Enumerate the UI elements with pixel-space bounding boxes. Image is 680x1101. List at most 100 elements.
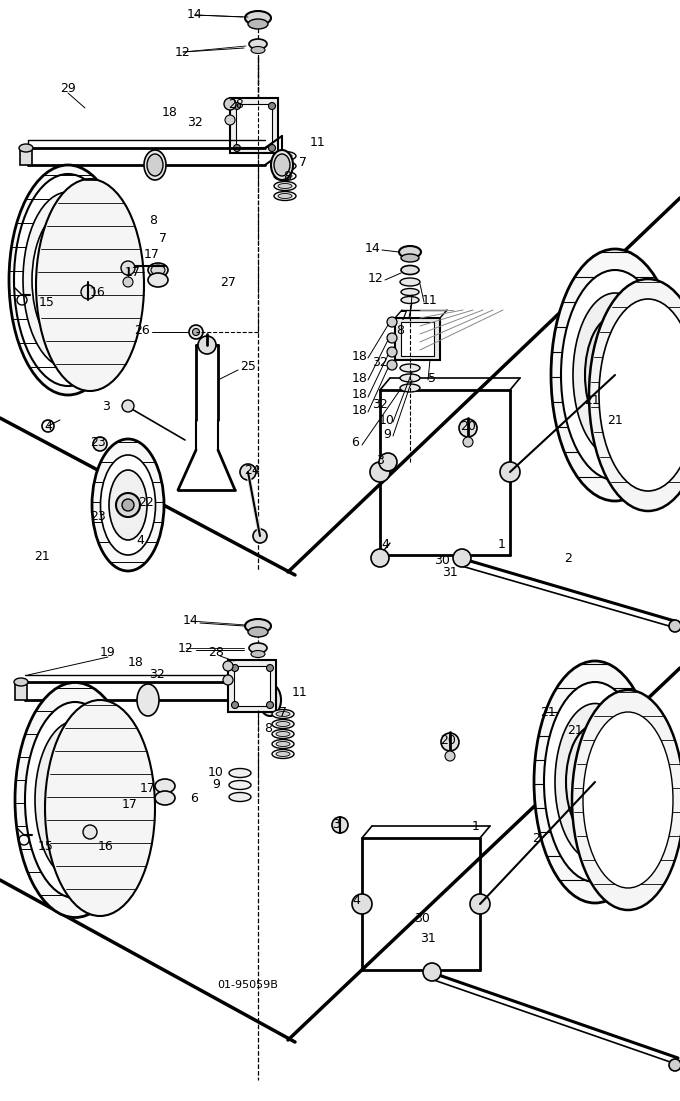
Circle shape (371, 549, 389, 567)
Ellipse shape (401, 288, 419, 295)
Ellipse shape (272, 709, 294, 719)
Ellipse shape (15, 683, 135, 917)
Ellipse shape (23, 192, 113, 368)
Ellipse shape (65, 781, 85, 819)
Ellipse shape (400, 277, 420, 286)
Ellipse shape (583, 712, 673, 889)
Circle shape (267, 665, 273, 672)
Ellipse shape (46, 743, 104, 857)
Text: 2: 2 (564, 552, 572, 565)
Ellipse shape (43, 231, 93, 329)
Ellipse shape (278, 153, 292, 159)
Text: 14: 14 (187, 9, 203, 22)
Circle shape (500, 462, 520, 482)
Ellipse shape (566, 724, 624, 839)
Ellipse shape (19, 144, 33, 152)
Ellipse shape (400, 374, 420, 382)
Ellipse shape (278, 194, 292, 198)
Ellipse shape (9, 165, 127, 395)
Circle shape (240, 464, 256, 480)
Text: 5: 5 (428, 371, 436, 384)
Ellipse shape (32, 210, 104, 350)
Text: 32: 32 (372, 397, 388, 411)
Text: 32: 32 (372, 356, 388, 369)
Text: 22: 22 (138, 495, 154, 509)
Ellipse shape (45, 700, 155, 916)
Ellipse shape (401, 265, 419, 274)
Text: 4: 4 (44, 419, 52, 433)
Ellipse shape (137, 684, 159, 716)
Ellipse shape (248, 626, 268, 637)
Ellipse shape (274, 192, 296, 200)
Text: 31: 31 (420, 931, 436, 945)
Text: 3: 3 (332, 818, 340, 831)
Ellipse shape (274, 162, 296, 171)
Ellipse shape (229, 781, 251, 789)
Text: 16: 16 (90, 285, 106, 298)
Circle shape (332, 817, 348, 833)
Text: 3: 3 (376, 454, 384, 467)
Circle shape (470, 894, 490, 914)
Circle shape (387, 333, 397, 344)
Ellipse shape (599, 299, 680, 491)
Ellipse shape (276, 741, 290, 746)
Text: 25: 25 (240, 360, 256, 372)
Ellipse shape (249, 39, 267, 50)
Text: 10: 10 (379, 414, 395, 426)
Ellipse shape (276, 711, 290, 717)
Ellipse shape (248, 19, 268, 29)
Ellipse shape (589, 279, 680, 511)
Ellipse shape (572, 690, 680, 911)
Text: 8: 8 (264, 721, 272, 734)
Text: 17: 17 (125, 265, 141, 279)
Text: 11: 11 (292, 687, 308, 699)
Ellipse shape (14, 174, 122, 386)
Circle shape (231, 701, 239, 709)
Text: 8: 8 (396, 324, 404, 337)
Circle shape (387, 360, 397, 370)
Ellipse shape (144, 150, 166, 179)
Ellipse shape (274, 182, 296, 190)
Ellipse shape (274, 154, 290, 176)
Text: 11: 11 (310, 135, 326, 149)
Text: 10: 10 (208, 766, 224, 780)
Text: 21: 21 (540, 706, 556, 719)
Text: 21: 21 (584, 393, 600, 406)
Text: 23: 23 (90, 436, 106, 449)
Text: 21: 21 (34, 549, 50, 563)
Ellipse shape (60, 265, 76, 295)
Circle shape (233, 144, 241, 152)
Ellipse shape (249, 643, 267, 653)
Text: 32: 32 (187, 116, 203, 129)
Ellipse shape (274, 172, 296, 181)
Circle shape (223, 661, 233, 671)
Text: 28: 28 (208, 646, 224, 659)
Ellipse shape (251, 651, 265, 657)
Text: 01-95059B: 01-95059B (218, 980, 278, 990)
Circle shape (445, 751, 455, 761)
Ellipse shape (573, 293, 657, 457)
Ellipse shape (400, 364, 420, 372)
Text: 6: 6 (190, 792, 198, 805)
Circle shape (122, 400, 134, 412)
Text: 9: 9 (383, 427, 391, 440)
Ellipse shape (271, 150, 293, 179)
Ellipse shape (109, 470, 147, 539)
Ellipse shape (229, 793, 251, 802)
Text: 18: 18 (162, 106, 178, 119)
Circle shape (123, 277, 133, 287)
Text: 12: 12 (178, 642, 194, 654)
Ellipse shape (36, 179, 144, 391)
Text: 20: 20 (440, 733, 456, 746)
Ellipse shape (555, 704, 635, 861)
Ellipse shape (251, 46, 265, 54)
Text: 1: 1 (498, 538, 506, 552)
Text: 9: 9 (212, 778, 220, 792)
Ellipse shape (399, 246, 421, 258)
Circle shape (269, 102, 275, 109)
Ellipse shape (278, 174, 292, 178)
Circle shape (453, 549, 471, 567)
Ellipse shape (551, 249, 679, 501)
Ellipse shape (245, 619, 271, 633)
Ellipse shape (276, 752, 290, 756)
